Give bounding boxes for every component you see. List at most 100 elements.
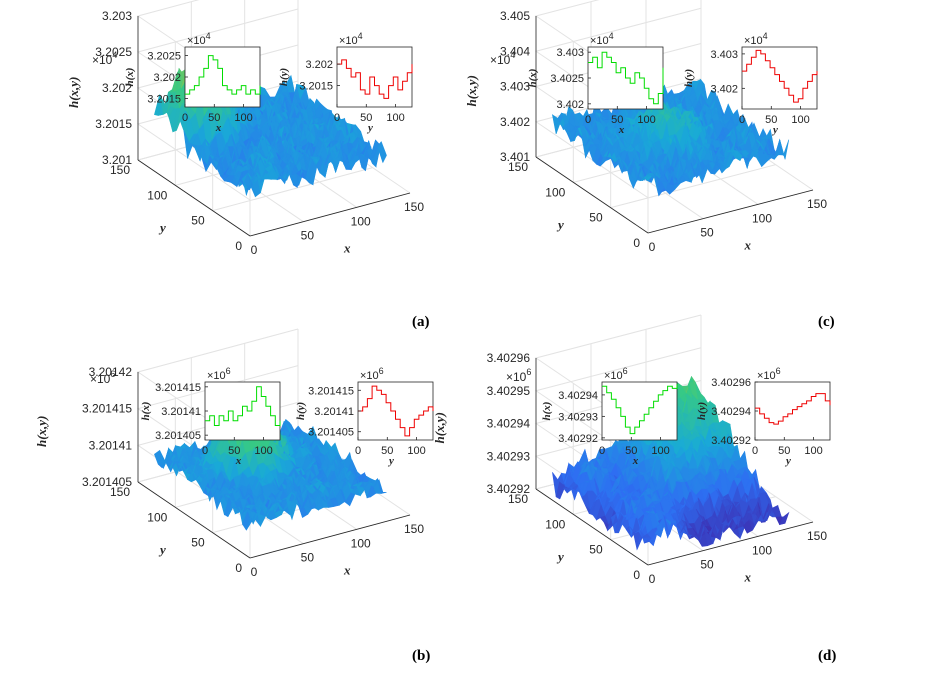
z-tick-label: 3.201415 bbox=[82, 402, 132, 416]
inset-x-tick-label: 0 bbox=[202, 445, 208, 457]
inset-y-tick-label: 3.202 bbox=[305, 59, 333, 71]
inset-x-tick-label: 0 bbox=[752, 445, 758, 457]
z-tick-label: 3.40294 bbox=[487, 417, 531, 431]
inset-exponent: ×104 bbox=[187, 31, 211, 47]
y-tick-label: 0 bbox=[633, 568, 640, 582]
surface-facet bbox=[377, 141, 387, 164]
y-tick-label: 50 bbox=[191, 214, 205, 228]
inset-x-tick-label: 100 bbox=[386, 112, 404, 124]
x-axis-line bbox=[647, 189, 814, 234]
inset-hx: 0 50 100 3.2015 3.202 3.2025 h(x) x ×104 bbox=[124, 31, 261, 134]
y-tick-label: 150 bbox=[110, 163, 130, 177]
y-tick-label: 150 bbox=[508, 160, 528, 174]
inset-y-label: h(y) bbox=[683, 69, 695, 87]
z-tick-label: 3.402 bbox=[500, 115, 530, 129]
inset-y-tick-label: 3.403 bbox=[556, 47, 584, 59]
inset-x-tick-label: 0 bbox=[739, 114, 745, 126]
y-tick-label: 100 bbox=[545, 185, 565, 199]
y-axis-line bbox=[137, 481, 251, 559]
z-exponent: ×104 bbox=[92, 50, 117, 67]
inset-y-label: h(x) bbox=[124, 68, 136, 87]
inset-x-tick-label: 0 bbox=[334, 112, 340, 124]
inset-line bbox=[337, 59, 413, 99]
inset-line bbox=[185, 55, 261, 95]
x-tick-label: 50 bbox=[301, 551, 315, 565]
inset-y-tick-label: 3.402 bbox=[556, 99, 584, 111]
z-tick-label: 3.405 bbox=[500, 9, 530, 23]
x-axis-line bbox=[249, 514, 411, 559]
x-axis-line bbox=[249, 192, 411, 237]
inset-y-label: h(y) bbox=[696, 402, 708, 420]
inset-x-tick-label: 50 bbox=[228, 445, 240, 457]
surface-facet bbox=[779, 511, 790, 526]
floor-grid-y bbox=[212, 167, 373, 212]
z-tick-label: 3.202 bbox=[102, 81, 132, 95]
inset-y-tick-label: 3.20141 bbox=[161, 406, 201, 418]
inset-y-tick-label: 3.2025 bbox=[147, 51, 181, 63]
inset-exponent: ×104 bbox=[744, 31, 768, 47]
inset-x-label: x bbox=[618, 124, 625, 136]
y-tick-label: 150 bbox=[508, 492, 528, 506]
inset-x-tick-label: 50 bbox=[360, 112, 372, 124]
x-tick-label: 100 bbox=[752, 211, 772, 225]
y-axis-label: y bbox=[158, 220, 166, 235]
inset-y-label: h(x) bbox=[527, 69, 539, 88]
x-axis-label: x bbox=[343, 563, 351, 578]
inset-y-tick-label: 3.403 bbox=[710, 49, 738, 61]
inset-x-tick-label: 100 bbox=[254, 445, 272, 457]
z-axis-label: h(x,y) bbox=[464, 75, 479, 106]
surface-facet bbox=[779, 139, 790, 160]
inset-x-label: x bbox=[215, 122, 222, 134]
x-axis-line bbox=[647, 521, 814, 566]
x-tick-label: 50 bbox=[301, 229, 315, 243]
surface-panel-d: 0501001500501001503.402923.402933.402943… bbox=[432, 314, 836, 664]
x-tick-label: 0 bbox=[251, 565, 258, 579]
z-tick-label: 3.40296 bbox=[487, 351, 531, 365]
inset-frame bbox=[601, 381, 678, 441]
z-tick-label: 3.403 bbox=[500, 80, 530, 94]
inset-y-tick-label: 3.40294 bbox=[558, 390, 598, 402]
z-tick-label: 3.20142 bbox=[89, 365, 133, 379]
inset-exponent: ×106 bbox=[360, 366, 384, 382]
y-tick-label: 50 bbox=[191, 536, 205, 550]
inset-y-tick-label: 3.40294 bbox=[711, 406, 751, 418]
x-tick-label: 150 bbox=[404, 200, 424, 214]
x-tick-label: 100 bbox=[752, 543, 772, 557]
y-axis-line bbox=[535, 156, 649, 234]
y-tick-label: 150 bbox=[110, 485, 130, 499]
z-tick-label: 3.201405 bbox=[82, 475, 132, 489]
x-tick-label: 0 bbox=[649, 240, 656, 254]
inset-y-tick-label: 3.202 bbox=[153, 72, 181, 84]
inset-x-tick-label: 0 bbox=[355, 445, 361, 457]
y-tick-label: 50 bbox=[589, 211, 603, 225]
inset-x-tick-label: 100 bbox=[637, 114, 655, 126]
inset-x-tick-label: 50 bbox=[778, 445, 790, 457]
inset-x-tick-label: 100 bbox=[234, 112, 252, 124]
y-axis-label: y bbox=[556, 217, 564, 232]
inset-line bbox=[602, 384, 678, 435]
z-exponent: ×104 bbox=[490, 50, 515, 67]
inset-line bbox=[358, 385, 434, 437]
inset-y-tick-label: 3.20141 bbox=[314, 406, 354, 418]
inset-x-tick-label: 50 bbox=[765, 114, 777, 126]
z-tick-label: 3.40293 bbox=[487, 449, 531, 463]
panel-label: (d) bbox=[818, 648, 836, 664]
x-axis-label: x bbox=[343, 241, 351, 256]
x-tick-label: 100 bbox=[351, 536, 371, 550]
x-axis-label: x bbox=[744, 570, 752, 585]
inset-exponent: ×104 bbox=[339, 31, 363, 47]
inset-x-label: y bbox=[771, 124, 778, 136]
inset-line bbox=[755, 393, 831, 425]
inset-hx: 0 50 100 3.402 3.4025 3.403 h(x) x ×104 bbox=[527, 31, 664, 136]
inset-x-tick-label: 50 bbox=[208, 112, 220, 124]
x-tick-label: 0 bbox=[251, 243, 258, 257]
z-tick-label: 3.40292 bbox=[487, 482, 531, 496]
inset-x-tick-label: 100 bbox=[407, 445, 425, 457]
inset-x-label: y bbox=[784, 455, 791, 467]
x-tick-label: 100 bbox=[351, 214, 371, 228]
inset-x-tick-label: 100 bbox=[791, 114, 809, 126]
y-axis-label: y bbox=[556, 549, 564, 564]
inset-hy: 0 50 100 3.40292 3.40294 3.40296 h(y) y ×106 bbox=[696, 366, 831, 467]
x-tick-label: 150 bbox=[404, 522, 424, 536]
